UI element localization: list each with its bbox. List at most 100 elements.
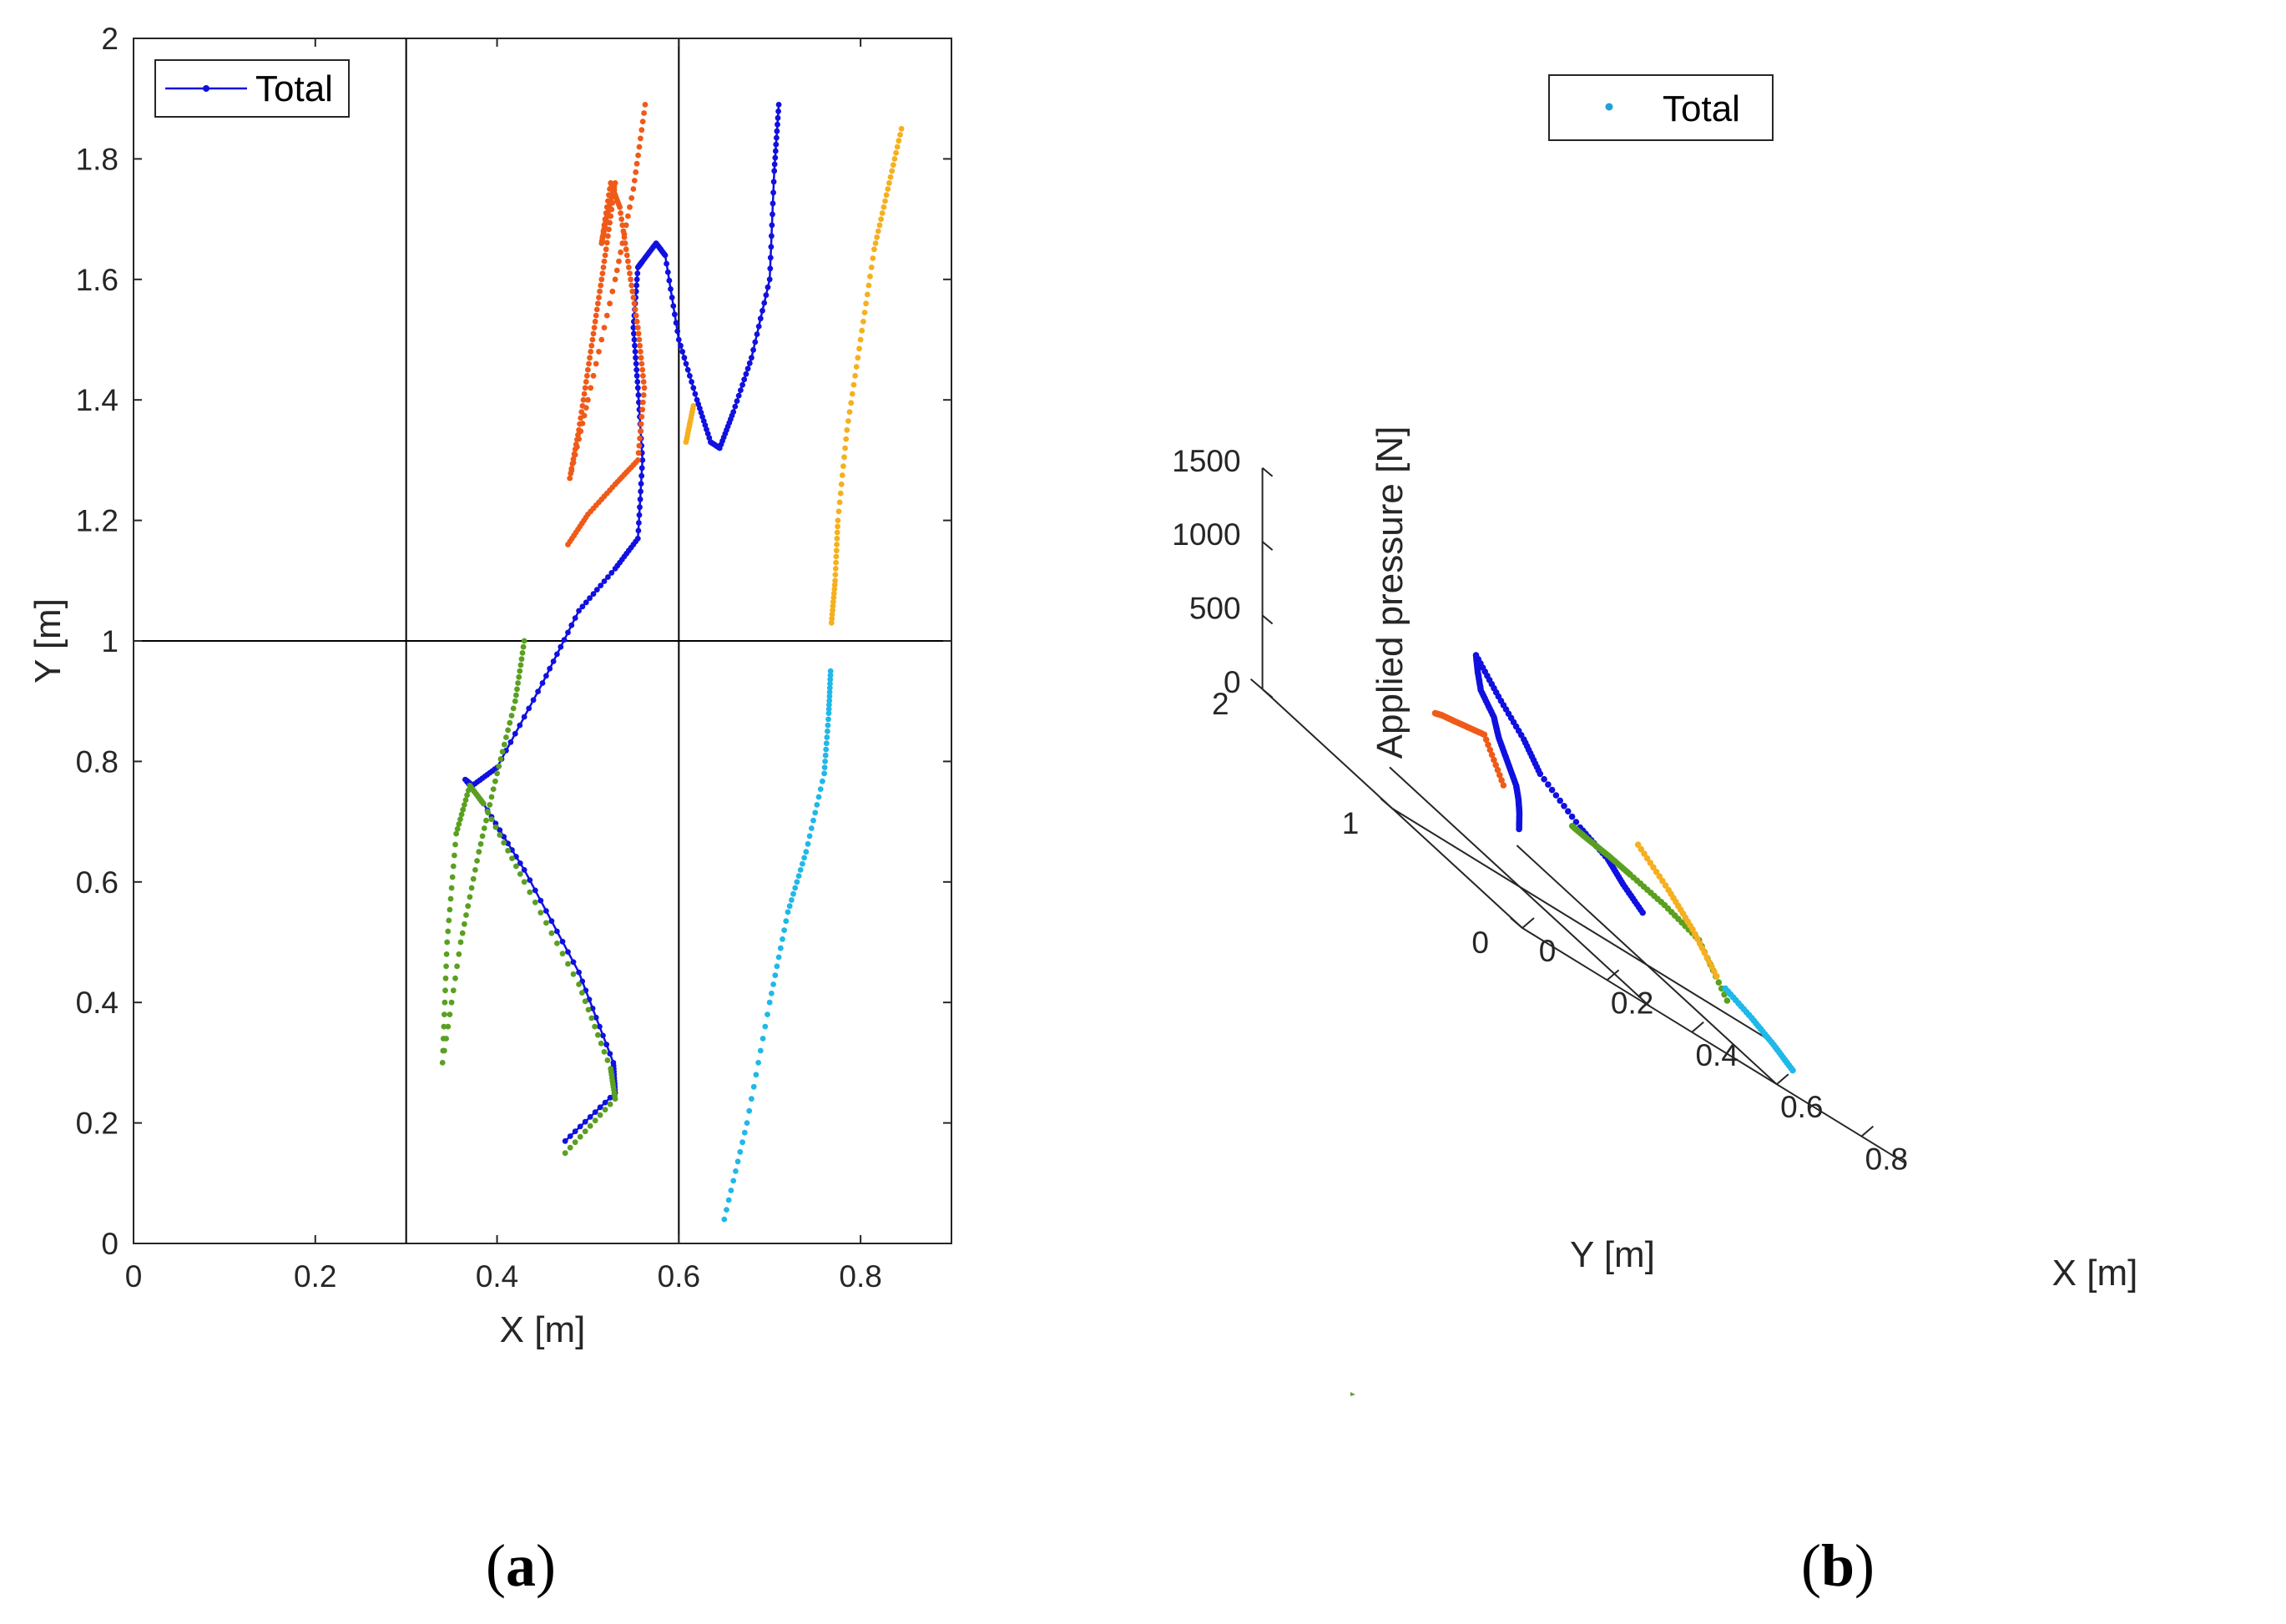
panel-a-point-yellow xyxy=(850,381,857,388)
panel-a-xtick-label: 0.4 xyxy=(476,1259,518,1294)
panel-a-point-total xyxy=(637,496,643,502)
panel-a-point-orange-red xyxy=(568,467,575,474)
panel-a-point-green xyxy=(499,749,506,755)
panel-a-point-green xyxy=(449,874,456,880)
panel-a-point-total xyxy=(694,396,700,403)
panel-a-point-cyan xyxy=(750,1083,757,1090)
panel-a-point-orange-red xyxy=(576,436,582,442)
panel-a-point-green xyxy=(516,673,522,680)
panel-a-point-yellow xyxy=(870,255,876,261)
panel-a-ytick-label: 0.2 xyxy=(76,1107,119,1141)
panel-a-point-orange-red xyxy=(623,252,630,259)
panel-a-point-cyan xyxy=(797,867,804,873)
panel-a-point-total xyxy=(735,392,742,399)
panel-a-point-orange-red xyxy=(618,216,625,222)
panel-a-point-total xyxy=(592,1109,598,1115)
panel-a-point-green xyxy=(503,734,509,740)
panel-a-point-green xyxy=(442,987,448,994)
panel-b-series xyxy=(1431,652,1796,1074)
panel-a-point-yellow xyxy=(894,144,901,150)
panel-a-point-yellow xyxy=(855,355,861,361)
panel-a-point-green xyxy=(452,975,458,981)
panel-a-point-total xyxy=(734,398,740,404)
panel-a-point-total xyxy=(583,599,589,606)
panel-a-point-total xyxy=(530,697,537,704)
panel-a-point-cyan xyxy=(826,698,833,704)
panel-a-ytick-label: 1.6 xyxy=(76,263,119,297)
panel-a-point-cyan xyxy=(765,1011,770,1017)
panel-a-point-orange-red xyxy=(635,330,642,337)
panel-a-point-total xyxy=(589,1006,596,1011)
panel-a-point-orange-red xyxy=(635,152,641,159)
panel-a-point-yellow xyxy=(883,192,890,199)
panel-a-label-letter: a xyxy=(506,1532,536,1599)
panel-a-point-yellow xyxy=(876,222,883,229)
panel-a-legend: Total xyxy=(154,59,350,118)
panel-a-point-yellow xyxy=(882,198,888,204)
panel-a-point-green xyxy=(521,638,527,644)
panel-a-point-total xyxy=(600,1032,606,1039)
panel-a-point-orange-red xyxy=(583,379,589,385)
panel-b-point-yellow xyxy=(1701,949,1708,956)
panel-a-series-cyan xyxy=(721,668,834,1223)
panel-a-point-cyan xyxy=(820,778,825,784)
panel-a-point-green xyxy=(519,650,526,656)
panel-a-point-total xyxy=(548,918,555,925)
panel-a-point-total xyxy=(769,233,775,240)
panel-a-point-green xyxy=(517,662,524,668)
panel-a-point-total xyxy=(704,431,711,436)
panel-a-point-total xyxy=(755,323,762,330)
panel-a-point-total xyxy=(738,387,744,393)
panel-a-point-green xyxy=(447,895,454,902)
panel-a-point-green xyxy=(453,830,459,837)
panel-a-point-orange-red xyxy=(582,385,588,391)
panel-a-point-green xyxy=(481,825,487,831)
panel-a-point-yellow xyxy=(875,228,881,235)
panel-a-point-green xyxy=(465,903,472,910)
panel-a-point-orange-red xyxy=(588,349,594,355)
panel-a-point-total xyxy=(668,286,674,292)
panel-a-point-cyan xyxy=(728,1188,734,1193)
panel-a-point-cyan xyxy=(824,734,830,740)
panel-a-point-orange-red xyxy=(603,246,609,253)
panel-a-point-yellow xyxy=(864,291,870,298)
panel-a-point-yellow xyxy=(834,535,840,542)
panel-a-point-total xyxy=(558,643,564,650)
panel-a-point-total xyxy=(608,570,615,576)
panel-a-point-green xyxy=(598,1040,604,1047)
panel-a-point-cyan xyxy=(823,746,830,753)
panel-a-point-total xyxy=(763,292,770,298)
panel-a-point-yellow xyxy=(853,364,860,370)
panel-a-point-orange-red xyxy=(603,312,610,319)
panel-a-point-cyan xyxy=(801,855,807,861)
panel-a-point-orange-red xyxy=(612,276,618,283)
panel-a-point-cyan xyxy=(822,759,828,764)
panel-a-point-orange-red xyxy=(633,312,639,319)
panel-a-point-orange-red xyxy=(637,342,643,349)
panel-a-point-yellow xyxy=(898,125,905,132)
panel-a-point-yellow xyxy=(828,619,835,626)
panel-a-point-total xyxy=(692,391,699,397)
panel-a-point-orange-red xyxy=(608,179,614,186)
panel-b-point-orange-red xyxy=(1498,777,1505,784)
panel-a-point-total xyxy=(593,587,600,593)
panel-a-point-yellow xyxy=(844,426,850,433)
panel-b-ytick-label: 1 xyxy=(1342,806,1360,840)
panel-a-point-yellow xyxy=(830,590,837,597)
panel-a-point-green xyxy=(444,939,451,946)
panel-a-point-total xyxy=(572,615,578,621)
panel-a-point-orange-red xyxy=(589,336,596,343)
panel-a-point-total xyxy=(527,877,533,883)
panel-a-point-total xyxy=(543,908,549,914)
panel-a-point-yellow xyxy=(835,517,841,523)
panel-a-point-orange-red xyxy=(631,300,638,307)
panel-a-point-total xyxy=(771,168,778,174)
panel-a-point-total xyxy=(638,465,645,472)
panel-a-point-yellow xyxy=(867,273,873,280)
panel-a-point-green xyxy=(497,832,503,838)
panel-a-point-total xyxy=(597,1023,603,1030)
panel-b-series-yellow xyxy=(1634,841,1720,980)
panel-a-point-cyan xyxy=(821,770,827,777)
panel-b-point-yellow xyxy=(1659,877,1666,885)
